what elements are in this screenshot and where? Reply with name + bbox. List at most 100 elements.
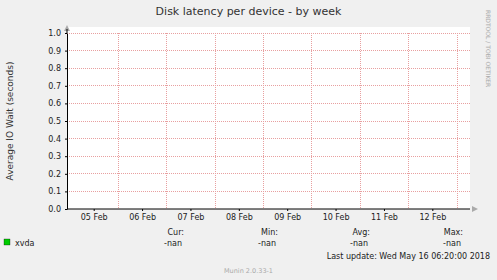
x-grid-line [311,33,312,209]
x-grid-line [457,33,458,209]
x-tick-label: 06 Feb [129,213,156,222]
y-tick-mark [65,139,67,140]
legend-stat-value: -nan [350,239,368,248]
y-grid-line [67,68,470,69]
credit: Munin 2.0.33-1 [224,267,273,275]
x-tick-mark [239,209,240,211]
x-tick-label: 09 Feb [274,213,301,222]
y-grid-line [67,85,470,86]
watermark: RRDTOOL / TOBI OETIKER [485,10,492,87]
x-tick-mark [432,209,433,211]
x-grid-line [408,33,409,209]
x-tick: 05 Feb [81,209,108,222]
x-tick-mark [336,209,337,211]
x-tick-mark [287,209,288,211]
y-axis-line [67,34,68,210]
x-tick: 08 Feb [226,209,253,222]
x-tick: 06 Feb [129,209,156,222]
x-grid-line [263,33,264,209]
background [0,0,497,280]
y-tick-mark [65,103,67,104]
x-grid-line [215,33,216,209]
y-grid-line [67,173,470,174]
x-tick: 12 Feb [419,209,446,222]
legend-stat-value: -nan [258,239,276,248]
legend-stat-value: -nan [443,239,461,248]
legend-stat-header: Cur: [168,228,185,237]
chart: 0.00.10.20.30.40.50.60.70.80.91.005 Feb0… [0,0,497,280]
y-tick-label: 0.4 [48,135,61,144]
legend-stat-header: Min: [261,228,278,237]
y-tick: 0.9 [48,47,67,56]
y-tick-mark [65,156,67,157]
x-grid-line [118,33,119,209]
legend-stat-value: -nan [164,239,182,248]
y-tick-mark [65,86,67,87]
y-tick: 0.8 [48,64,67,73]
x-grid-line [360,33,361,209]
y-tick-mark [65,121,67,122]
x-tick-label: 07 Feb [177,213,204,222]
x-tick-label: 05 Feb [81,213,108,222]
y-tick-mark [65,33,67,34]
x-tick-label: 08 Feb [226,213,253,222]
x-axis-line [67,209,470,210]
x-tick-mark [384,209,385,211]
y-tick-mark [65,51,67,52]
y-grid-line [67,50,470,51]
legend-stat-header: Max: [444,228,463,237]
y-tick-label: 0.3 [48,152,61,161]
y-axis-extension [67,29,68,33]
x-tick-mark [94,209,95,211]
y-tick-label: 0.1 [48,187,61,196]
y-grid-line [67,191,470,192]
y-tick-label: 0.6 [48,99,61,108]
y-tick: 0.0 [48,205,67,214]
x-grid-line [166,33,167,209]
title: Disk latency per device - by week [156,5,342,18]
y-tick: 0.6 [48,99,67,108]
grid [67,33,470,209]
y-tick: 0.2 [48,170,67,179]
legend-swatch [4,239,10,245]
y-axis: 0.0 0.1 0.2 0.3 0.4 0.5 0.6 0.7 0.8 0.9 1.0 [48,29,67,214]
y-grid-line [67,156,470,157]
y-tick-label: 0.7 [48,82,61,91]
x-tick-mark [142,209,143,211]
y-tick: 0.5 [48,117,67,126]
y-tick-label: 0.8 [48,64,61,73]
x-axis-arrow [472,206,478,212]
y-tick: 0.7 [48,82,67,91]
x-tick: 11 Feb [371,209,398,222]
y-grid-line [67,121,470,122]
y-tick-label: 0.9 [48,47,61,56]
x-tick: 10 Feb [323,209,350,222]
x-axis: 05 Feb 06 Feb 07 Feb 08 Feb 09 Feb 10 Feb 11 F… [67,209,470,222]
y-grid-line [67,138,470,139]
x-tick-mark [190,209,191,211]
y-tick: 1.0 [48,29,67,38]
y-axis-title: Average IO Wait (seconds) [5,62,15,181]
y-grid-line [67,103,470,104]
y-tick: 0.3 [48,152,67,161]
legend-label: xvda [15,239,35,248]
y-grid-line [67,33,470,34]
x-tick: 07 Feb [177,209,204,222]
y-tick-mark [65,174,67,175]
y-tick-mark [65,68,67,69]
y-tick-label: 1.0 [48,29,61,38]
x-tick: 09 Feb [274,209,301,222]
y-tick-mark [65,191,67,192]
last-update: Last update: Wed May 16 06:20:00 2018 [327,252,490,261]
y-tick: 0.4 [48,135,67,144]
x-tick-label: 12 Feb [419,213,446,222]
y-tick-mark [65,209,67,210]
y-tick-label: 0.2 [48,170,61,179]
y-tick: 0.1 [48,187,67,196]
x-tick-label: 10 Feb [323,213,350,222]
plot-area [67,27,470,209]
y-tick-label: 0.0 [48,205,61,214]
x-tick-label: 11 Feb [371,213,398,222]
y-tick-label: 0.5 [48,117,61,126]
legend-stat-header: Avg: [352,228,370,237]
